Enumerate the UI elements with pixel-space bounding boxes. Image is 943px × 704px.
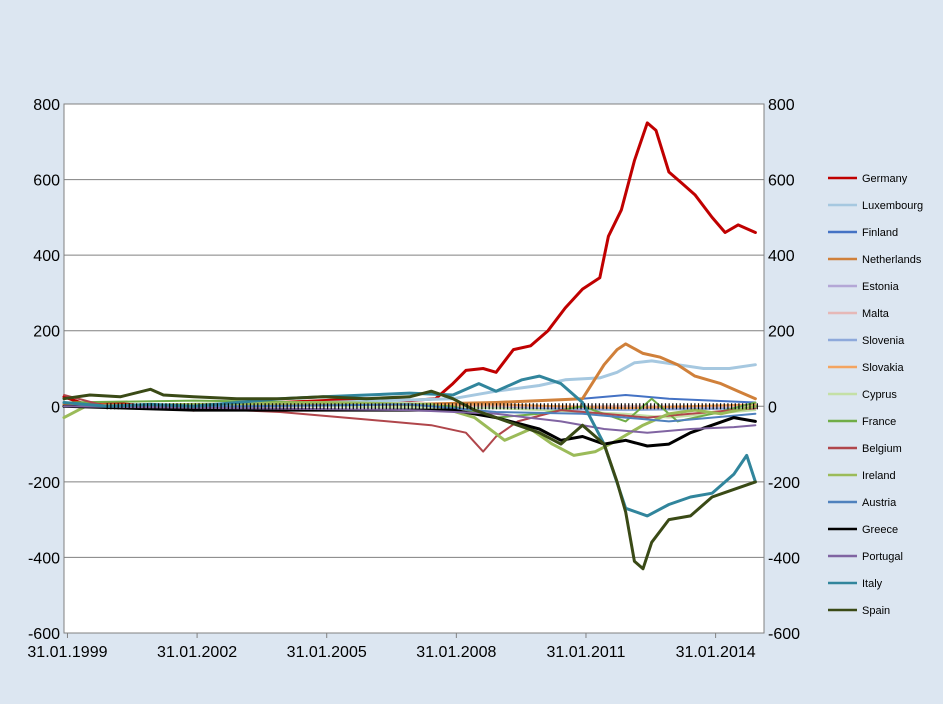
legend-label: Netherlands — [862, 254, 922, 266]
x-tick-label: 31.01.1999 — [27, 644, 107, 661]
y-tick-label-left: 400 — [33, 248, 60, 265]
legend-label: Slovakia — [862, 362, 904, 374]
legend-item: Slovenia — [828, 335, 905, 347]
legend-item: Germany — [828, 173, 908, 185]
x-tick-label: 31.01.2014 — [676, 644, 756, 661]
legend-label: Spain — [862, 605, 890, 617]
legend-label: France — [862, 416, 896, 428]
legend-label: Greece — [862, 524, 898, 536]
legend-label: Portugal — [862, 551, 903, 563]
legend-label: Belgium — [862, 443, 902, 455]
legend-label: Finland — [862, 227, 898, 239]
legend-item: Malta — [828, 308, 890, 320]
series-line — [62, 342, 757, 408]
y-tick-label-right: 200 — [768, 324, 795, 341]
legend-item: Portugal — [828, 551, 903, 563]
y-tick-label-right: 0 — [768, 399, 777, 416]
y-tick-label-right: -200 — [768, 475, 800, 492]
y-tick-label-left: 800 — [33, 97, 60, 114]
y-tick-label-right: -600 — [768, 626, 800, 643]
y-tick-label-left: -600 — [28, 626, 60, 643]
y-axis-right-ticks: 800 600 400 200 0 -200 -400 -600 — [768, 97, 800, 643]
legend-label: Ireland — [862, 470, 896, 482]
legend-item: Finland — [828, 227, 898, 239]
legend-label: Italy — [862, 578, 883, 590]
y-tick-label-left: -400 — [28, 550, 60, 567]
legend-item: Netherlands — [828, 254, 922, 266]
y-tick-label-left: -200 — [28, 475, 60, 492]
x-tick-label: 31.01.2011 — [547, 644, 626, 661]
legend-item: France — [828, 416, 896, 428]
x-tick-label: 31.01.2002 — [157, 644, 237, 661]
legend-item: Greece — [828, 524, 898, 536]
legend-label: Luxembourg — [862, 200, 923, 212]
legend-item: Luxembourg — [828, 200, 923, 212]
series-line — [62, 374, 757, 518]
series-line — [62, 359, 757, 408]
legend-label: Estonia — [862, 281, 900, 293]
legend-label: Austria — [862, 497, 897, 509]
legend-label: Cyprus — [862, 389, 897, 401]
legend-item: Ireland — [828, 470, 896, 482]
series-line — [62, 387, 757, 571]
y-tick-label-left: 600 — [33, 173, 60, 190]
legend: Germany Luxembourg Finland Netherlands Eston… — [828, 173, 923, 617]
legend-item: Italy — [828, 578, 883, 590]
zero-line-markers — [106, 403, 758, 410]
y-tick-label-left: 200 — [33, 324, 60, 341]
y-tick-label-right: -400 — [768, 550, 800, 567]
legend-item: Cyprus — [828, 389, 897, 401]
legend-item: Spain — [828, 605, 890, 617]
x-axis-ticks: 31.01.1999 31.01.2002 31.01.2005 31.01.2008… — [27, 633, 756, 661]
legend-item: Slovakia — [828, 362, 904, 374]
legend-label: Slovenia — [862, 335, 905, 347]
legend-label: Malta — [862, 308, 890, 320]
y-tick-label-left: 0 — [51, 399, 60, 416]
x-tick-label: 31.01.2008 — [416, 644, 496, 661]
y-axis-left-ticks: 800 600 400 200 0 -200 -400 -600 — [28, 97, 60, 643]
legend-item: Belgium — [828, 443, 902, 455]
y-tick-label-right: 800 — [768, 97, 795, 114]
legend-label: Germany — [862, 173, 908, 185]
legend-item: Estonia — [828, 281, 900, 293]
series-line — [62, 401, 757, 457]
x-tick-label: 31.01.2005 — [287, 644, 367, 661]
y-tick-label-right: 400 — [768, 248, 795, 265]
y-tick-label-right: 600 — [768, 173, 795, 190]
legend-item: Austria — [828, 497, 897, 509]
plot-background — [63, 103, 765, 634]
